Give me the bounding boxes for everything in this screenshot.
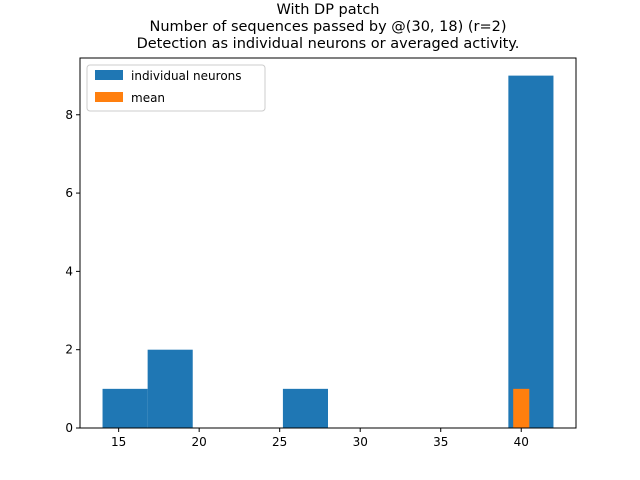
x-tick-label: 30: [353, 435, 368, 449]
y-tick-label: 6: [65, 186, 73, 200]
axes-frame: [79, 57, 577, 429]
y-tick-label: 0: [65, 421, 73, 435]
x-tick-label: 20: [192, 435, 207, 449]
x-tick-label: 15: [111, 435, 126, 449]
x-tick-label: 25: [272, 435, 287, 449]
bar-individual-neurons-1: [147, 349, 193, 428]
legend-label-individual-neurons: individual neurons: [131, 69, 242, 83]
legend-label-mean: mean: [131, 91, 165, 105]
chart-title: With DP patch Number of sequences passed…: [137, 2, 520, 52]
legend-swatch-mean: [95, 92, 123, 102]
title-line-1: With DP patch: [277, 2, 380, 18]
bar-individual-neurons-0: [102, 388, 148, 428]
y-tick-label: 4: [65, 264, 73, 278]
y-axis: 0 2 4 6 8: [65, 108, 80, 435]
legend: individual neurons mean: [86, 64, 266, 112]
bar-individual-neurons-4: [282, 388, 328, 428]
legend-frame: [86, 64, 266, 112]
title-line-3: Detection as individual neurons or avera…: [137, 36, 520, 52]
y-tick-label: 2: [65, 343, 73, 357]
x-tick-label: 40: [514, 435, 529, 449]
legend-swatch-individual-neurons: [95, 70, 123, 80]
x-tick-label: 35: [433, 435, 448, 449]
bar-individual-neurons-9: [508, 75, 554, 428]
title-line-2: Number of sequences passed by @(30, 18) …: [150, 19, 507, 35]
bars-layer: [102, 75, 554, 428]
y-tick-label: 8: [65, 108, 73, 122]
x-axis: 15 20 25 30 35 40: [111, 428, 529, 449]
bar-mean-0: [513, 388, 530, 428]
